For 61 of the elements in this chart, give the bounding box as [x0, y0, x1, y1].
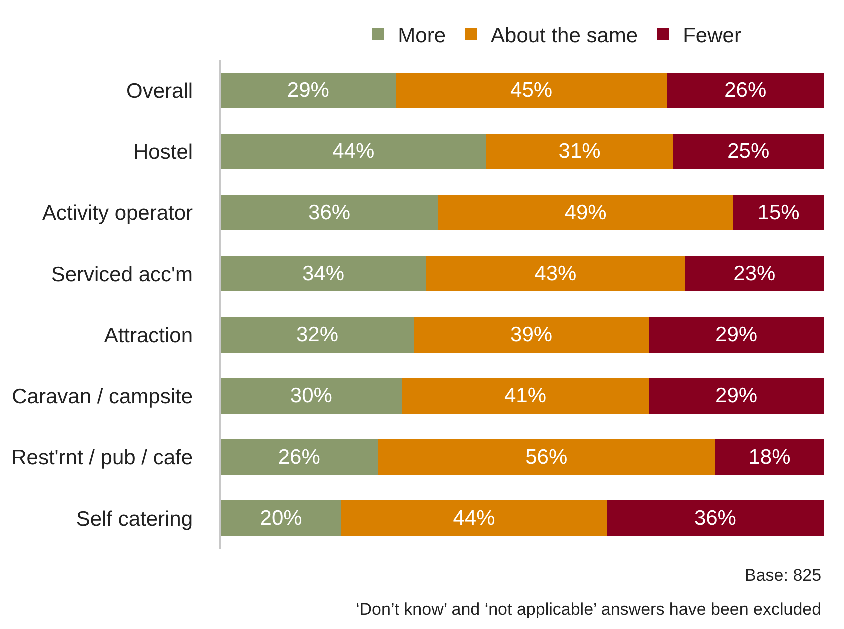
bar: [221, 72, 396, 108]
data-label: 43%: [534, 262, 577, 286]
y-tick-label: Serviced acc'm: [51, 263, 194, 286]
data-label: 25%: [728, 140, 770, 164]
bar: [673, 134, 824, 170]
data-label: 32%: [296, 324, 338, 347]
data-label: 44%: [332, 140, 375, 164]
bar: [221, 378, 402, 414]
bar: [221, 134, 486, 170]
bar: [426, 256, 686, 292]
data-label: 39%: [510, 324, 553, 347]
data-label: 29%: [716, 384, 758, 408]
bar: [221, 256, 426, 292]
bar: [402, 378, 650, 414]
data-label: 56%: [526, 446, 568, 469]
bar: [438, 195, 734, 231]
data-label: 36%: [308, 201, 351, 224]
data-label: 20%: [260, 506, 302, 530]
bar: [221, 440, 378, 476]
data-label: 30%: [290, 384, 332, 408]
text: Base: 825: [745, 566, 822, 585]
data-label: 15%: [758, 201, 800, 224]
bar: [396, 72, 668, 108]
data-label: 36%: [694, 506, 736, 530]
y-tick-label: Attraction: [104, 324, 194, 348]
bar: [378, 440, 716, 476]
data-label: 44%: [453, 506, 496, 530]
bar: [221, 500, 342, 536]
data-label: 49%: [564, 201, 607, 224]
data-label: 26%: [278, 446, 320, 469]
data-label: 34%: [302, 262, 345, 286]
data-label: 26%: [724, 79, 767, 102]
data-label: 18%: [748, 446, 791, 469]
legend-label: Fewer: [683, 24, 742, 48]
data-label: 23%: [734, 262, 776, 286]
data-label: 29%: [716, 324, 758, 347]
data-label: 41%: [504, 384, 547, 408]
bar: [486, 134, 674, 170]
bar: [221, 195, 438, 231]
bar: [649, 378, 824, 414]
y-tick-label: Caravan / campsite: [12, 386, 194, 409]
bar: [414, 317, 650, 353]
data-label: 29%: [287, 79, 330, 102]
text: ‘Don’t know’ and ‘not applicable’ answers have been excluded: [356, 600, 822, 619]
bar: [606, 500, 824, 536]
bar: [734, 195, 824, 231]
y-tick-label: Overall: [126, 80, 194, 103]
y-tick-label: Rest'rnt / pub / cafe: [12, 446, 194, 470]
bar: [342, 500, 607, 536]
data-label: 31%: [558, 140, 601, 164]
y-tick-label: Activity operator: [42, 202, 194, 226]
bar: [715, 440, 824, 476]
bar: [221, 317, 414, 353]
y-tick-label: Hostel: [134, 141, 194, 164]
bar: [685, 256, 824, 292]
y-tick-label: Self catering: [76, 508, 194, 531]
legend-label: More: [398, 24, 446, 48]
data-label: 45%: [510, 79, 553, 102]
legend-label: About the same: [491, 24, 638, 48]
bar: [667, 72, 824, 108]
bar: [649, 317, 824, 353]
